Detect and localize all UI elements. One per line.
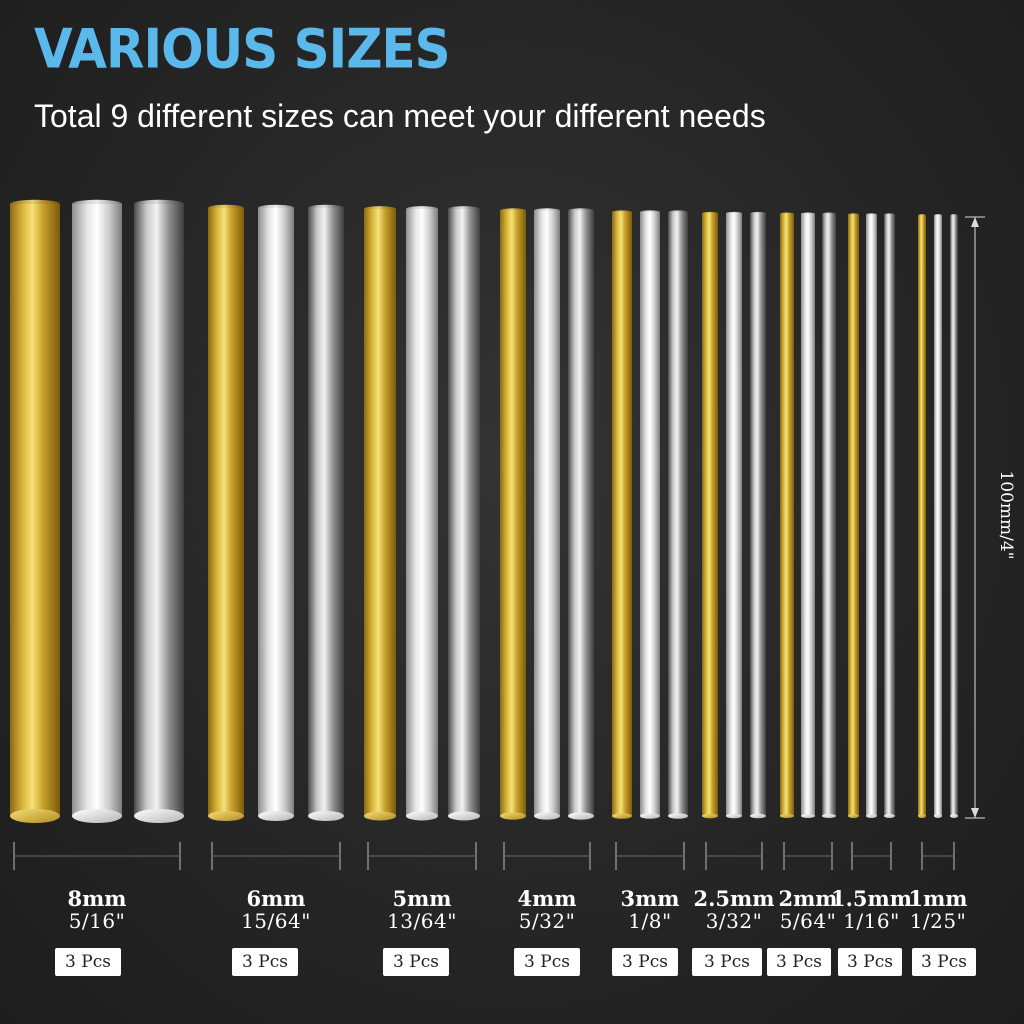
size-label: 8mm 5/16" [47,886,147,933]
pcs-badge: 3 Pcs [692,948,762,976]
pcs-badge: 3 Pcs [514,948,580,976]
rod-steel [308,204,344,822]
rod-steel [822,212,836,818]
pcs-badge: 3 Pcs [383,948,449,976]
size-mm-label: 3mm [620,886,680,911]
rod-group-1_5mm [848,213,895,818]
length-dimension-label: 100mm/4" [996,470,1016,560]
size-bracket [705,842,763,870]
size-bracket [615,842,685,870]
rod-silver [258,204,294,822]
rod-steel [134,199,184,823]
rod-silver [866,213,877,818]
size-inch-label: 5/64" [779,909,837,933]
rod-steel [750,211,766,819]
pcs-badge: 3 Pcs [838,948,902,976]
size-mm-label: 5mm [392,886,452,911]
rod-steel [950,214,958,818]
size-mm-label: 1mm [908,886,968,911]
rod-steel [668,210,688,819]
pcs-badge: 3 Pcs [612,948,678,976]
size-inch-label: 1/25" [909,909,967,933]
rod-silver [72,199,122,823]
size-label: 2mm 5/64" [758,886,858,933]
rod-gold [208,204,244,822]
size-inch-label: 1/16" [843,909,900,933]
rod-gold [848,213,859,818]
size-inch-label: 3/32" [705,909,763,933]
size-mm-label: 8mm [67,886,127,911]
size-label: 2.5mm 3/32" [684,886,784,933]
rod-group-2_5mm [702,211,766,819]
size-bracket [851,842,892,870]
size-bracket [783,842,833,870]
rod-gold [10,199,60,823]
pcs-badge: 3 Pcs [232,948,298,976]
size-label: 6mm 15/64" [226,886,326,933]
size-bracket [503,842,591,870]
rod-group-4mm [500,208,594,820]
rod-silver [534,208,560,820]
pcs-badge: 3 Pcs [767,948,831,976]
rod-steel [448,206,480,821]
size-mm-label: 2mm [778,886,838,911]
rod-steel [568,208,594,820]
length-dimension-line [965,216,985,819]
rod-silver [640,210,660,819]
size-inch-label: 13/64" [387,909,457,933]
rod-gold [918,214,926,818]
rod-steel [884,213,895,818]
pcs-badge: 3 Pcs [912,948,976,976]
size-bracket [921,842,955,870]
size-label: 5mm 13/64" [372,886,472,933]
rod-silver [801,212,815,818]
size-mm-label: 4mm [517,886,577,911]
rod-gold [780,212,794,818]
size-label: 1mm 1/25" [888,886,988,933]
rod-group-6mm [208,204,344,822]
size-mm-label: 6mm [246,886,306,911]
size-label: 4mm 5/32" [497,886,597,933]
pcs-badge: 3 Pcs [55,948,121,976]
size-bracket [367,842,477,870]
page-subtitle: Total 9 different sizes can meet your di… [34,98,766,134]
size-label: 3mm 1/8" [600,886,700,933]
rod-gold [702,211,718,819]
rod-silver [406,206,438,821]
rod-silver [726,211,742,819]
size-label: 1.5mm 1/16" [822,886,922,933]
size-inch-label: 15/64" [241,909,311,933]
size-inch-label: 1/8" [628,909,672,933]
rod-group-8mm [10,199,184,823]
rod-group-2mm [780,212,836,818]
size-mm-label: 2.5mm [693,886,775,911]
size-inch-label: 5/16" [68,909,126,933]
rod-gold [500,208,526,820]
size-mm-label: 1.5mm [831,886,912,911]
size-bracket [211,842,341,870]
size-inch-label: 5/32" [518,909,576,933]
rod-group-1mm [918,214,958,818]
page-title: VARIOUS SIZES [34,17,451,81]
size-bracket [13,842,181,870]
rod-silver [934,214,942,818]
rod-group-5mm [364,206,480,821]
rod-gold [364,206,396,821]
rod-gold [612,210,632,819]
rod-group-3mm [612,210,688,819]
